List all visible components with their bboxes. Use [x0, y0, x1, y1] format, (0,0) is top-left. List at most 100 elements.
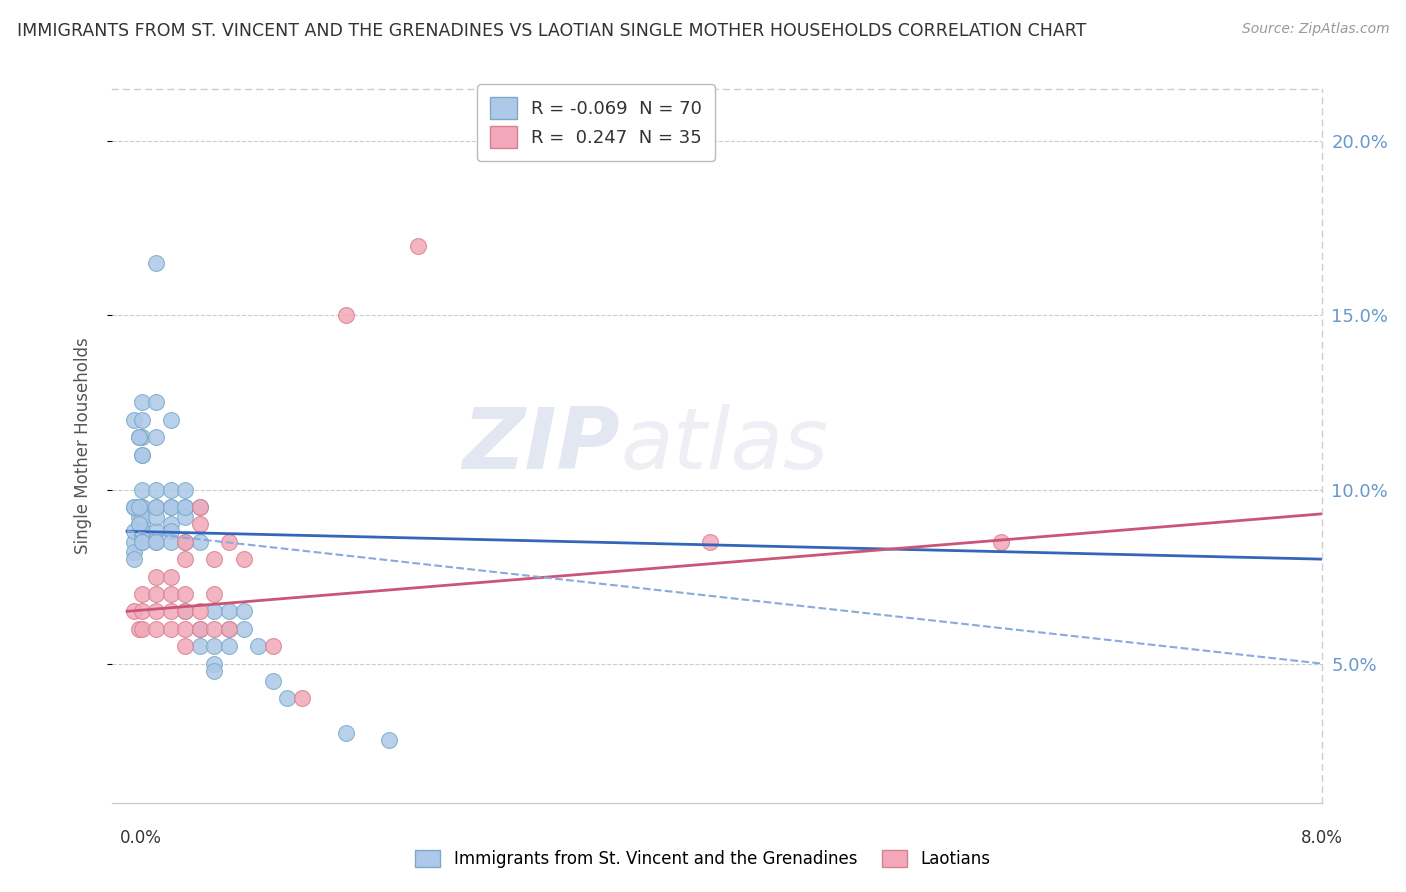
Point — [159, 517, 181, 532]
Point — [131, 413, 153, 427]
Point — [128, 517, 150, 532]
Point — [131, 448, 153, 462]
Point — [204, 664, 226, 678]
Point — [218, 534, 240, 549]
Point — [204, 622, 226, 636]
Point — [291, 691, 314, 706]
Point — [232, 552, 254, 566]
Point — [174, 587, 197, 601]
Point — [145, 569, 167, 583]
Point — [124, 413, 146, 427]
Point — [335, 726, 357, 740]
Point — [131, 448, 153, 462]
Point — [188, 517, 211, 532]
Point — [128, 510, 150, 524]
Point — [145, 430, 167, 444]
Point — [131, 604, 153, 618]
Point — [204, 552, 226, 566]
Point — [174, 604, 197, 618]
Point — [262, 639, 284, 653]
Point — [204, 587, 226, 601]
Point — [174, 639, 197, 653]
Point — [159, 587, 181, 601]
Point — [131, 510, 153, 524]
Point — [218, 622, 240, 636]
Point — [124, 552, 146, 566]
Point — [131, 534, 153, 549]
Point — [145, 483, 167, 497]
Point — [204, 604, 226, 618]
Point — [159, 604, 181, 618]
Point — [699, 534, 721, 549]
Point — [188, 500, 211, 514]
Point — [218, 604, 240, 618]
Point — [188, 622, 211, 636]
Text: 0.0%: 0.0% — [120, 829, 162, 847]
Point — [128, 430, 150, 444]
Point — [128, 430, 150, 444]
Point — [131, 524, 153, 539]
Point — [145, 587, 167, 601]
Point — [159, 500, 181, 514]
Point — [262, 673, 284, 688]
Point — [174, 483, 197, 497]
Point — [124, 524, 146, 539]
Point — [218, 622, 240, 636]
Point — [124, 545, 146, 559]
Point — [188, 500, 211, 514]
Point — [204, 657, 226, 671]
Point — [188, 534, 211, 549]
Text: IMMIGRANTS FROM ST. VINCENT AND THE GRENADINES VS LAOTIAN SINGLE MOTHER HOUSEHOL: IMMIGRANTS FROM ST. VINCENT AND THE GREN… — [17, 22, 1087, 40]
Point — [124, 604, 146, 618]
Y-axis label: Single Mother Households: Single Mother Households — [73, 338, 91, 554]
Point — [145, 510, 167, 524]
Point — [408, 239, 430, 253]
Point — [188, 622, 211, 636]
Point — [188, 604, 211, 618]
Point — [131, 483, 153, 497]
Point — [159, 483, 181, 497]
Point — [204, 639, 226, 653]
Legend: R = -0.069  N = 70, R =  0.247  N = 35: R = -0.069 N = 70, R = 0.247 N = 35 — [477, 84, 716, 161]
Text: atlas: atlas — [620, 404, 828, 488]
Text: ZIP: ZIP — [463, 404, 620, 488]
Point — [378, 733, 401, 747]
Point — [232, 604, 254, 618]
Point — [128, 517, 150, 532]
Point — [124, 500, 146, 514]
Point — [131, 534, 153, 549]
Point — [124, 500, 146, 514]
Text: Source: ZipAtlas.com: Source: ZipAtlas.com — [1241, 22, 1389, 37]
Point — [232, 622, 254, 636]
Point — [145, 622, 167, 636]
Point — [145, 500, 167, 514]
Point — [145, 500, 167, 514]
Point — [174, 604, 197, 618]
Point — [128, 500, 150, 514]
Point — [159, 534, 181, 549]
Point — [174, 500, 197, 514]
Point — [131, 622, 153, 636]
Point — [131, 430, 153, 444]
Point — [145, 534, 167, 549]
Point — [145, 604, 167, 618]
Point — [174, 510, 197, 524]
Point — [128, 500, 150, 514]
Point — [145, 534, 167, 549]
Point — [159, 524, 181, 539]
Point — [131, 587, 153, 601]
Point — [335, 309, 357, 323]
Point — [124, 534, 146, 549]
Point — [159, 500, 181, 514]
Point — [131, 395, 153, 409]
Point — [159, 622, 181, 636]
Point — [131, 528, 153, 542]
Legend: Immigrants from St. Vincent and the Grenadines, Laotians: Immigrants from St. Vincent and the Gren… — [409, 843, 997, 875]
Point — [247, 639, 270, 653]
Point — [131, 500, 153, 514]
Point — [145, 256, 167, 270]
Point — [174, 622, 197, 636]
Point — [128, 622, 150, 636]
Point — [131, 524, 153, 539]
Point — [159, 413, 181, 427]
